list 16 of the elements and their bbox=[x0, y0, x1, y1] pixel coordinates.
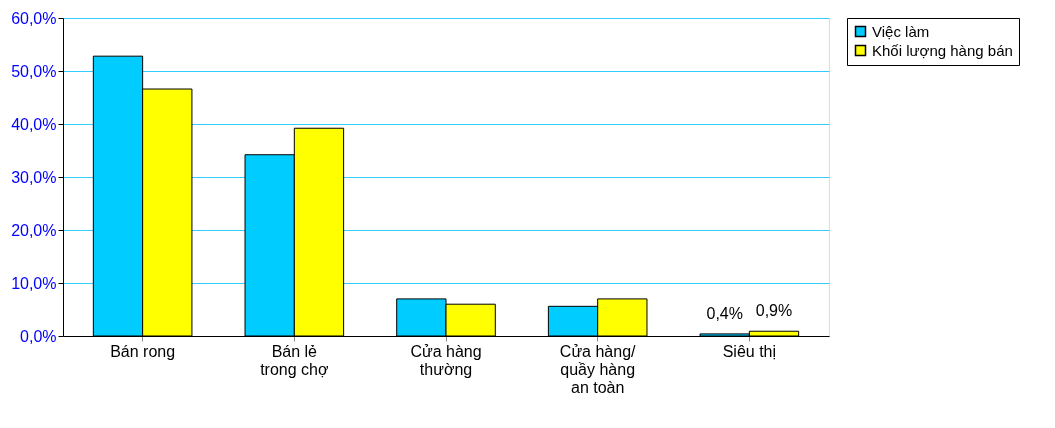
data-label: 0,4% bbox=[706, 304, 743, 322]
y-tick-label: 60,0% bbox=[11, 9, 57, 27]
x-tick-label: Bán lẻ trong chợ bbox=[260, 342, 329, 378]
y-tick-label: 50,0% bbox=[11, 62, 57, 80]
y-tick-label: 40,0% bbox=[11, 115, 57, 133]
x-tick-label: Cửa hàng thường bbox=[410, 342, 482, 378]
legend-label: Việc làm bbox=[872, 22, 930, 40]
y-tick-label: 10,0% bbox=[11, 274, 57, 292]
x-tick-label: Siêu thị bbox=[722, 342, 777, 360]
legend-label: Khối lượng hàng bán bbox=[872, 41, 1013, 59]
y-tick-label: 0,0% bbox=[20, 327, 57, 345]
y-tick-label: 30,0% bbox=[11, 168, 57, 186]
x-tick-label: Cửa hàng/ quầy hàng an toàn bbox=[559, 342, 637, 396]
y-tick-label: 20,0% bbox=[11, 221, 57, 239]
data-label: 0,9% bbox=[755, 302, 793, 320]
x-tick-label: Bán rong bbox=[110, 342, 176, 360]
